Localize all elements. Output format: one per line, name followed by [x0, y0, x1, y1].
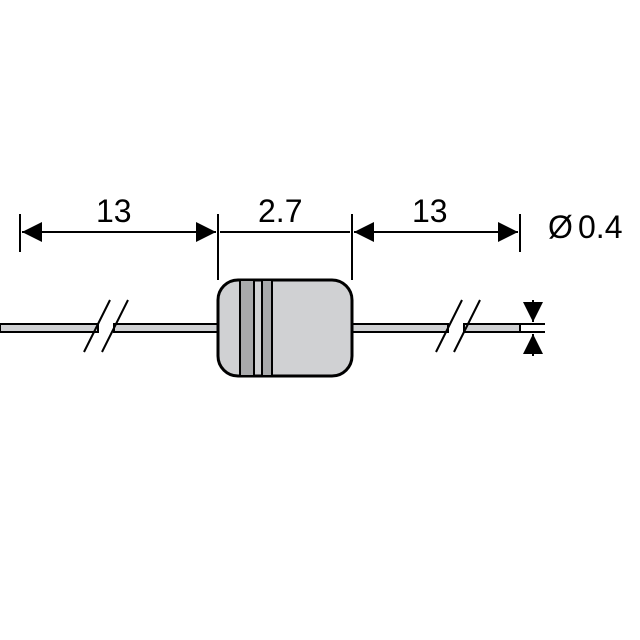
dim-lead-right: 13 — [412, 193, 448, 229]
diameter-symbol: Ø — [548, 209, 573, 245]
diameter-callout — [520, 300, 545, 356]
diode-body — [218, 280, 352, 376]
dim-body-width: 2.7 — [258, 193, 302, 229]
dim-lead-diameter: 0.4 — [578, 209, 622, 245]
right-lead — [352, 300, 520, 352]
left-lead — [0, 300, 218, 352]
dim-lead-left: 13 — [96, 193, 132, 229]
